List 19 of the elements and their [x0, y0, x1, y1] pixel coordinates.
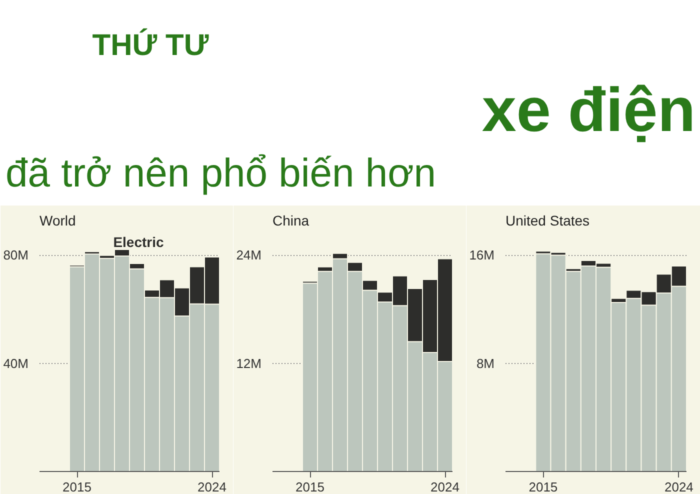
x-tick-label: 2024	[430, 480, 460, 494]
x-tick-label: 2015	[528, 480, 558, 494]
text: xe điện	[482, 76, 696, 145]
y-tick-label: 40M	[3, 356, 29, 371]
y-tick-label: 80M	[3, 248, 29, 263]
x-tick-label: 2015	[62, 480, 92, 494]
chart-title: United States	[506, 212, 590, 228]
y-tick-label: 24M	[236, 248, 262, 263]
y-tick-label: 8M	[476, 356, 495, 371]
chart-title: World	[40, 212, 76, 228]
y-tick-label: 12M	[236, 356, 262, 371]
x-tick-label: 2024	[664, 480, 694, 494]
x-tick-label: 2015	[296, 480, 324, 494]
text: đã trở nên phổ biến hơn	[6, 152, 436, 196]
text: THỨ TƯ	[92, 28, 209, 62]
chart-title: China	[272, 212, 310, 228]
series-label: Electric	[113, 234, 164, 250]
x-tick-label: 2024	[198, 480, 226, 494]
y-tick-label: 16M	[469, 248, 495, 263]
